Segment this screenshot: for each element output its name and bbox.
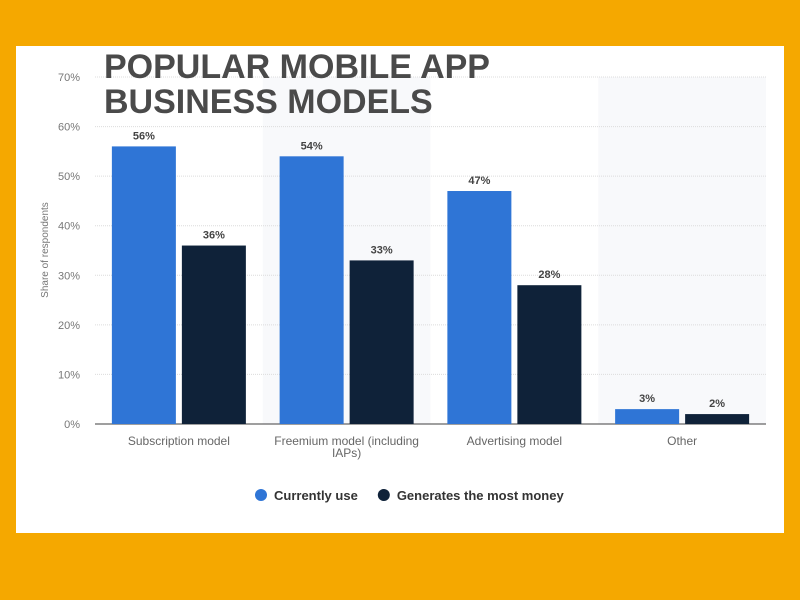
legend-marker <box>377 489 390 501</box>
data-label: 2% <box>709 398 725 410</box>
data-label: 47% <box>468 175 490 187</box>
data-label: 28% <box>538 269 560 281</box>
bar-most-money <box>181 245 246 424</box>
x-tick-label: Freemium model (including <box>274 434 419 448</box>
data-label: 33% <box>371 244 393 256</box>
x-tick-label: Subscription model <box>128 434 230 448</box>
data-label: 56% <box>133 130 155 142</box>
x-tick-label: Other <box>667 434 697 448</box>
y-tick-label: 20% <box>58 320 80 332</box>
y-tick-label: 60% <box>58 122 80 134</box>
bar-currently-use <box>447 191 512 424</box>
chart-title: POPULAR MOBILE APP BUSINESS MODELS <box>104 48 490 121</box>
data-label: 36% <box>203 230 225 242</box>
y-tick-label: 0% <box>64 419 80 431</box>
y-axis-label: Share of respondents <box>40 202 51 298</box>
bar-most-money <box>685 414 750 424</box>
legend-label: Generates the most money <box>397 488 565 503</box>
y-tick-label: 70% <box>58 72 80 84</box>
x-tick-label: IAPs) <box>332 446 361 460</box>
y-tick-label: 50% <box>58 171 80 183</box>
bar-most-money <box>517 285 582 424</box>
legend-label: Currently use <box>274 488 358 503</box>
y-tick-label: 40% <box>58 221 80 233</box>
legend-marker <box>255 489 267 501</box>
data-label: 54% <box>301 140 323 152</box>
bar-currently-use <box>111 146 176 424</box>
data-label: 3% <box>639 393 655 405</box>
y-tick-label: 10% <box>58 369 80 381</box>
y-tick-label: 30% <box>58 270 80 282</box>
bar-currently-use <box>615 409 680 424</box>
bar-currently-use <box>279 156 344 425</box>
bar-most-money <box>349 260 414 424</box>
category-band <box>598 77 766 424</box>
x-tick-label: Advertising model <box>467 434 562 448</box>
